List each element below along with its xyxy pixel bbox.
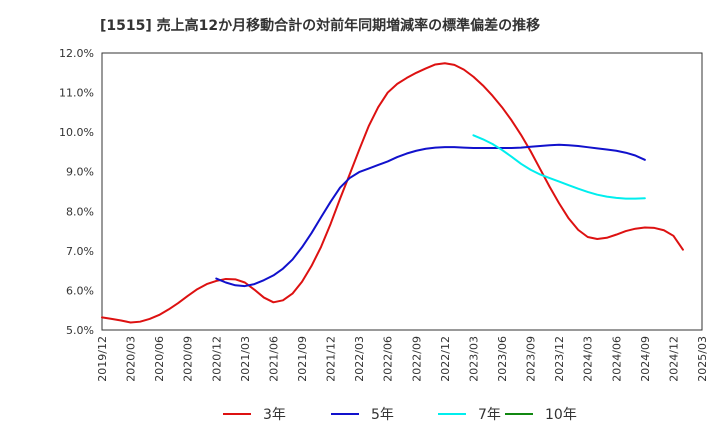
y-tick-label: 11.0% <box>59 87 94 100</box>
x-tick-label: 2021/06 <box>267 336 280 382</box>
x-tick-label: 2021/12 <box>325 336 338 382</box>
x-tick-label: 2023/09 <box>525 336 538 382</box>
x-tick-label: 2024/09 <box>639 336 652 382</box>
x-tick-label: 2023/06 <box>496 336 509 382</box>
plot-border <box>101 52 703 331</box>
x-tick-label: 2022/03 <box>353 336 366 382</box>
legend-label-3: 10年 <box>545 407 577 423</box>
x-tick-label: 2024/12 <box>667 336 680 382</box>
y-tick-label: 9.0% <box>66 166 94 179</box>
x-tick-label: 2024/03 <box>582 336 595 382</box>
series-line-1 <box>215 143 646 288</box>
y-tick-label: 12.0% <box>59 47 94 60</box>
legend-label-0: 3年 <box>263 407 286 423</box>
x-tick-label: 2020/03 <box>125 336 138 382</box>
x-tick-label: 2024/06 <box>610 336 623 382</box>
y-tick-label: 6.0% <box>66 284 94 297</box>
legend-label-2: 7年 <box>478 407 501 423</box>
x-tick-label: 2022/09 <box>410 336 423 382</box>
plot-frame <box>101 52 703 331</box>
series-line-2 <box>472 134 646 200</box>
x-tick-label: 2025/03 <box>696 336 709 382</box>
x-tick-label: 2020/06 <box>153 336 166 382</box>
chart-title: [1515] 売上高12か月移動合計の対前年同期増減率の標準偏差の推移 <box>100 17 540 34</box>
series-lines <box>101 62 684 324</box>
x-tick-label: 2020/09 <box>182 336 195 382</box>
x-tick-label: 2021/03 <box>239 336 252 382</box>
x-tick-label: 2022/12 <box>439 336 452 382</box>
y-axis: 12.0% 11.0% 10.0% 9.0% 8.0% 7.0% 6.0% 5.0% <box>59 47 94 337</box>
x-tick-label: 2023/12 <box>553 336 566 382</box>
x-tick-label: 2022/06 <box>382 336 395 382</box>
y-tick-label: 5.0% <box>66 324 94 337</box>
x-tick-label: 2023/03 <box>467 336 480 382</box>
legend-label-1: 5年 <box>371 407 394 423</box>
x-axis: 2019/12 2020/03 2020/06 2020/09 2020/12 2021/… <box>96 336 709 382</box>
x-tick-label: 2020/12 <box>210 336 223 382</box>
y-tick-label: 7.0% <box>66 245 94 258</box>
legend: 3年 5年 7年 10年 <box>223 407 577 423</box>
x-tick-label: 2019/12 <box>96 336 109 382</box>
y-tick-label: 10.0% <box>59 126 94 139</box>
x-tick-label: 2021/09 <box>296 336 309 382</box>
series-line-0 <box>101 62 684 324</box>
y-tick-label: 8.0% <box>66 205 94 218</box>
plot-background <box>102 53 702 330</box>
